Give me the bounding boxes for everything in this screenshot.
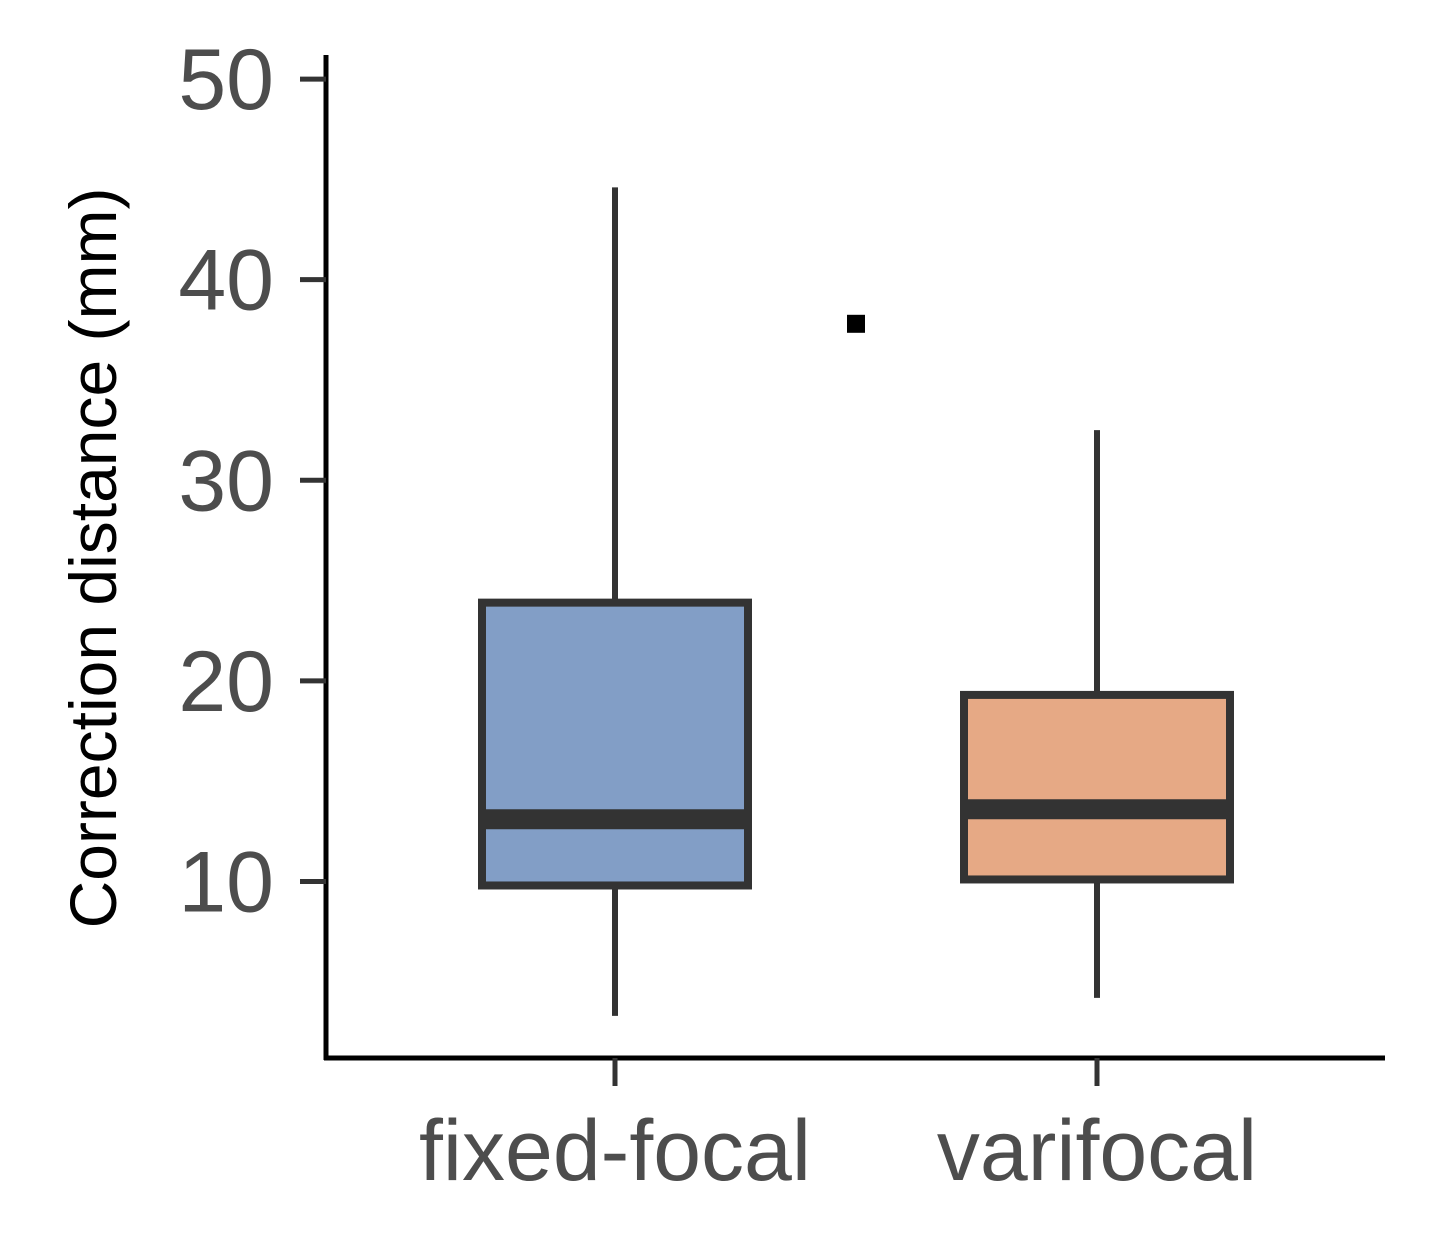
box-varifocal [960, 690, 1234, 884]
y-axis-title: Correction distance (mm) [56, 188, 130, 929]
box-fixed-focal [478, 598, 752, 890]
boxes-layer [478, 187, 1234, 1016]
x-tick-label-fixed-focal: fixed-focal [419, 1103, 811, 1199]
box-group-fixed-focal [478, 187, 752, 1016]
labels-layer: 10 20 30 40 50 fixed-focal varifocal [178, 32, 1257, 1199]
y-tick-label-10: 10 [178, 834, 274, 930]
y-tick-label-30: 30 [178, 433, 274, 529]
outliers-layer [847, 314, 865, 333]
y-tick-label-20: 20 [178, 634, 274, 730]
axes-layer [300, 55, 1385, 1086]
box-group-varifocal [960, 430, 1234, 998]
outlier-point-fixed-focal [847, 314, 865, 333]
x-tick-label-varifocal: varifocal [937, 1103, 1257, 1199]
y-tick-label-40: 40 [178, 233, 274, 329]
y-tick-label-50: 50 [178, 32, 274, 128]
